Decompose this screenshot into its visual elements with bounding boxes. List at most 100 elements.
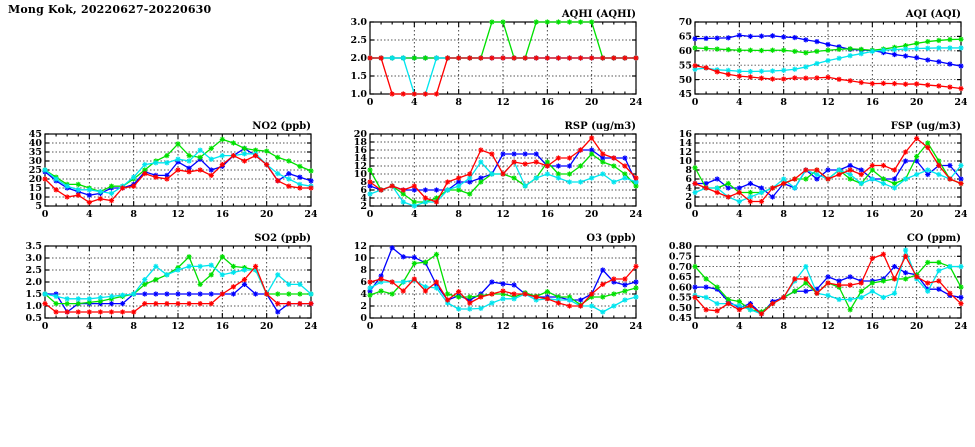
data-point	[947, 36, 953, 43]
data-point	[891, 276, 898, 282]
data-point	[164, 172, 170, 178]
data-point	[119, 292, 126, 298]
data-point	[467, 171, 473, 177]
data-point	[75, 187, 81, 193]
data-point	[478, 159, 484, 165]
x-tick-label: 8	[130, 321, 137, 332]
data-point	[241, 145, 248, 151]
data-point	[230, 291, 237, 297]
data-point	[53, 187, 59, 193]
y-tick-label: 0.45	[669, 313, 692, 324]
data-point	[803, 176, 809, 182]
data-point	[725, 71, 731, 78]
data-point	[692, 36, 698, 42]
data-point	[803, 263, 809, 270]
data-point	[422, 195, 429, 201]
y-tick-label: 10	[679, 156, 693, 167]
data-point	[208, 262, 214, 268]
data-point	[500, 296, 506, 302]
data-point	[378, 288, 384, 294]
data-point	[891, 180, 898, 187]
data-point	[389, 183, 395, 189]
data-point	[600, 281, 606, 287]
data-point	[836, 167, 842, 173]
data-point	[297, 163, 303, 169]
data-point	[522, 151, 528, 157]
data-point	[264, 291, 270, 297]
data-point	[747, 303, 754, 309]
data-point	[814, 48, 820, 54]
x-tick-label: 12	[171, 209, 184, 220]
data-point	[86, 187, 92, 193]
data-point	[478, 294, 484, 300]
x-tick-label: 0	[42, 209, 49, 220]
y-tick-label: 0.80	[669, 241, 693, 252]
data-point	[230, 263, 237, 269]
data-point	[367, 292, 373, 298]
data-point	[400, 279, 406, 285]
data-point	[714, 301, 720, 307]
data-point	[703, 185, 709, 191]
data-point	[500, 151, 506, 157]
data-point	[769, 185, 776, 191]
data-point	[42, 176, 48, 182]
data-point	[219, 162, 225, 168]
data-point	[869, 48, 875, 54]
data-point	[814, 290, 820, 296]
data-point	[219, 153, 225, 159]
data-point	[825, 176, 831, 182]
y-tick-label: 35	[29, 147, 42, 158]
x-tick-label: 8	[780, 97, 787, 108]
data-point	[400, 199, 406, 205]
data-point	[792, 48, 798, 54]
data-point	[219, 291, 225, 297]
data-point	[411, 260, 417, 266]
data-point	[936, 83, 942, 89]
data-point	[633, 285, 639, 291]
y-tick-label: 4	[685, 183, 692, 194]
data-point	[869, 176, 875, 182]
y-tick-label: 0	[360, 313, 367, 324]
data-point	[164, 272, 170, 278]
data-point	[902, 149, 909, 155]
data-point	[781, 67, 787, 73]
data-point	[622, 55, 628, 61]
data-point	[769, 33, 776, 39]
data-point	[119, 309, 126, 315]
data-point	[164, 176, 170, 182]
x-tick-label: 0	[692, 209, 699, 220]
data-point	[622, 288, 628, 294]
data-point	[297, 174, 303, 180]
page-title: Mong Kok, 20220627-20220630	[8, 3, 212, 16]
data-point	[611, 163, 617, 169]
data-point	[164, 153, 170, 159]
data-point	[736, 68, 742, 74]
x-tick-label: 24	[954, 97, 967, 108]
data-point	[411, 254, 417, 260]
data-point	[869, 162, 875, 169]
data-point	[736, 307, 742, 313]
data-point	[577, 147, 584, 153]
y-tick-label: 45	[29, 129, 42, 140]
data-point	[241, 151, 248, 157]
data-point	[725, 185, 731, 191]
data-point	[533, 19, 539, 25]
data-point	[286, 176, 292, 182]
data-point	[703, 276, 709, 282]
data-point	[814, 167, 820, 173]
data-point	[566, 179, 573, 185]
data-point	[533, 151, 539, 157]
data-point	[230, 269, 237, 275]
data-point	[297, 185, 303, 191]
data-point	[467, 306, 473, 312]
data-point	[836, 76, 842, 82]
data-point	[555, 171, 562, 177]
data-point	[500, 281, 506, 287]
data-point	[164, 291, 170, 297]
data-point	[792, 276, 798, 282]
x-tick-label: 24	[629, 209, 642, 220]
data-point	[825, 41, 831, 48]
data-point	[566, 303, 573, 309]
data-point	[714, 69, 720, 75]
data-point	[936, 278, 942, 284]
